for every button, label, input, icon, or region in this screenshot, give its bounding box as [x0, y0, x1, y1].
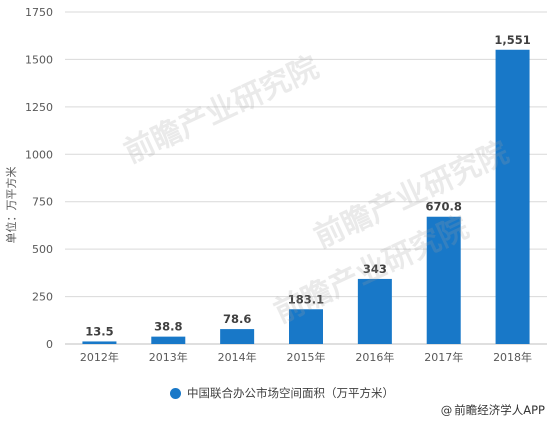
y-tick-label: 250 [32, 291, 53, 304]
data-label: 343 [363, 262, 387, 276]
bar [151, 336, 186, 344]
x-tick-label: 2012年 [80, 350, 119, 364]
x-tick-label: 2018年 [493, 350, 532, 364]
data-label: 78.6 [223, 312, 251, 326]
legend: 中国联合办公市场空间面积（万平方米） [170, 385, 394, 401]
data-labels: 13.5 38.8 78.6 183.1 343 670.8 1,551 [85, 33, 531, 339]
bar [426, 216, 461, 344]
y-tick-label: 500 [32, 243, 53, 256]
bar [357, 278, 392, 344]
x-tick-label: 2016年 [355, 350, 394, 364]
bar [82, 341, 117, 344]
y-axis-ticks: 0 250 500 750 1000 1250 1500 1750 [25, 6, 53, 351]
data-label: 13.5 [85, 324, 113, 338]
x-tick-label: 2015年 [287, 350, 326, 364]
y-tick-label: 1500 [25, 53, 53, 66]
bar [495, 49, 530, 344]
legend-marker [170, 387, 181, 399]
y-tick-label: 0 [46, 338, 53, 351]
legend-label: 中国联合办公市场空间面积（万平方米） [187, 386, 394, 400]
y-tick-label: 1250 [25, 101, 53, 114]
y-tick-label: 1000 [25, 148, 53, 161]
x-tick-label: 2013年 [149, 350, 188, 364]
bars [82, 49, 530, 344]
x-tick-label: 2017年 [424, 350, 463, 364]
data-label: 670.8 [426, 200, 462, 214]
copyright-icon: @ [440, 403, 453, 417]
credit-text: 前瞻经济学人APP [454, 403, 545, 417]
y-tick-label: 1750 [25, 6, 53, 19]
bar [289, 309, 323, 344]
y-axis-label: 单位：万平方米 [4, 167, 18, 244]
data-label: 38.8 [154, 320, 182, 334]
y-tick-label: 750 [32, 196, 53, 209]
x-tick-label: 2014年 [218, 350, 257, 364]
credit: @ 前瞻经济学人APP [441, 402, 545, 418]
gridlines [65, 11, 547, 345]
data-label: 183.1 [288, 292, 324, 306]
data-label: 1,551 [494, 33, 530, 47]
bar [220, 329, 255, 344]
x-axis-ticks: 2012年 2013年 2014年 2015年 2016年 2017年 2018年 [80, 350, 532, 364]
